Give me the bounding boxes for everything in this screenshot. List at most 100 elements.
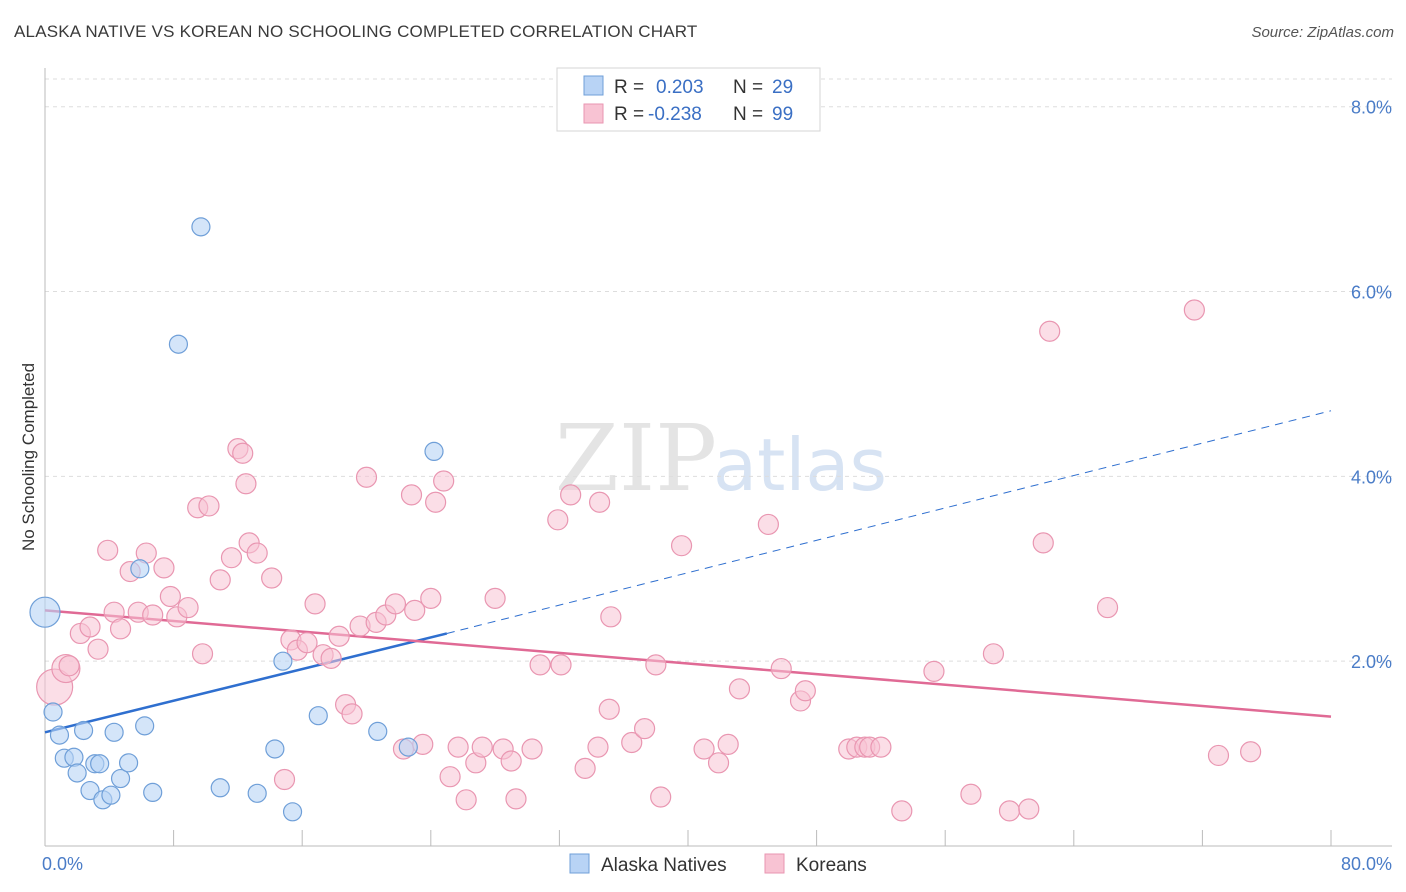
legend-r-label-alaska: R = <box>614 77 644 98</box>
korean-trend <box>44 609 1332 718</box>
korean-point <box>728 678 751 700</box>
korean-point <box>1096 596 1119 619</box>
korean-points <box>36 299 1262 822</box>
y-axis-label: No Schooling Completed <box>19 363 38 551</box>
alaska-trend-line <box>44 632 448 734</box>
korean-point <box>521 738 543 760</box>
korean-point <box>1032 532 1054 554</box>
korean-point <box>58 655 80 677</box>
korean-point <box>420 587 442 609</box>
x-tick-label: 0.0% <box>42 854 83 874</box>
y-tick-label: 6.0% <box>1351 283 1392 303</box>
alaska-point <box>101 785 121 805</box>
alaska-point <box>273 651 293 671</box>
korean-point <box>547 509 569 531</box>
korean-point <box>384 593 407 615</box>
alaska-point <box>282 802 303 822</box>
korean-point <box>757 513 779 536</box>
korean-point <box>404 599 426 621</box>
korean-point <box>982 643 1005 665</box>
korean-point <box>960 783 982 805</box>
korean-point <box>998 800 1021 822</box>
korean-point <box>598 698 620 720</box>
alaska-point <box>49 725 70 745</box>
korean-point <box>304 593 326 615</box>
korean-point <box>328 625 350 647</box>
korean-point <box>425 491 447 513</box>
alaska-point <box>29 596 61 628</box>
korean-point <box>529 654 551 676</box>
legend-swatch-alaska <box>583 75 604 96</box>
korean-point <box>870 736 892 758</box>
alaska-point <box>168 334 189 354</box>
korean-point <box>153 557 175 579</box>
alaska-point <box>118 753 139 773</box>
korean-point <box>1018 798 1040 820</box>
korean-point <box>198 495 220 517</box>
korean-point <box>191 643 214 665</box>
korean-point <box>235 473 257 495</box>
korean-point <box>707 752 730 774</box>
korean-point <box>891 800 913 822</box>
korean-point <box>650 786 672 808</box>
korean-point <box>355 466 378 488</box>
alaska-point <box>80 780 100 801</box>
korean-point <box>273 768 296 791</box>
korean-point <box>1039 320 1061 342</box>
korean-point <box>794 680 816 702</box>
korean-point <box>109 618 132 640</box>
korean-point <box>433 470 455 492</box>
korean-point <box>550 654 572 676</box>
korean-point <box>447 736 469 758</box>
korean-point <box>296 632 318 654</box>
korean-point <box>320 647 342 670</box>
korean-point <box>717 733 739 755</box>
korean-point <box>1240 741 1262 763</box>
alaska-point <box>73 720 94 741</box>
watermark: ZIP atlas <box>555 405 887 512</box>
chart-title: ALASKA NATIVE VS KOREAN NO SCHOOLING COM… <box>14 22 698 41</box>
alaska-point <box>104 722 124 742</box>
y-tick-label: 2.0% <box>1351 652 1392 672</box>
korean-point <box>261 567 283 589</box>
korean-point <box>484 587 506 609</box>
korean-point <box>79 616 101 638</box>
alaska-point <box>265 739 285 759</box>
legend-r-value-alaska: 0.203 <box>656 77 704 98</box>
korean-point <box>500 750 522 772</box>
legend-n-value-alaska: 29 <box>772 77 793 98</box>
korean-point <box>560 484 582 506</box>
korean-point <box>670 535 693 557</box>
korean-point <box>574 757 596 779</box>
korean-point <box>923 660 945 682</box>
y-tick-label: 8.0% <box>1351 98 1392 118</box>
korean-point <box>232 442 254 464</box>
korean-point <box>87 638 109 660</box>
korean-point <box>142 604 164 626</box>
korean-point <box>633 718 656 740</box>
korean-trend-line <box>44 609 1332 718</box>
alaska-trend-extension <box>446 410 1332 634</box>
korean-point <box>400 484 423 506</box>
korean-point <box>455 789 477 811</box>
series-legend-label-alaska: Alaska Natives <box>601 855 727 876</box>
alaska-point <box>135 716 155 736</box>
korean-point <box>471 736 493 758</box>
korean-point <box>220 547 243 569</box>
series-legend-swatch-korean <box>764 853 785 874</box>
korean-point <box>1183 299 1205 321</box>
alaska-point <box>67 763 87 783</box>
korean-point <box>97 539 119 561</box>
tick-labels: 2.0% 4.0% 6.0% 8.0% 0.0% 80.0% <box>42 98 1392 874</box>
korean-point <box>177 596 199 619</box>
alaska-point <box>308 706 328 726</box>
korean-point <box>439 766 461 788</box>
grid <box>45 78 1392 662</box>
series-legend-swatch-alaska <box>569 853 590 874</box>
alaska-point <box>64 747 84 767</box>
legend-r-value-korean: -0.238 <box>648 104 702 125</box>
alaska-point <box>398 737 418 757</box>
korean-point <box>621 731 643 754</box>
series-legend: Alaska Natives Koreans <box>569 853 867 876</box>
